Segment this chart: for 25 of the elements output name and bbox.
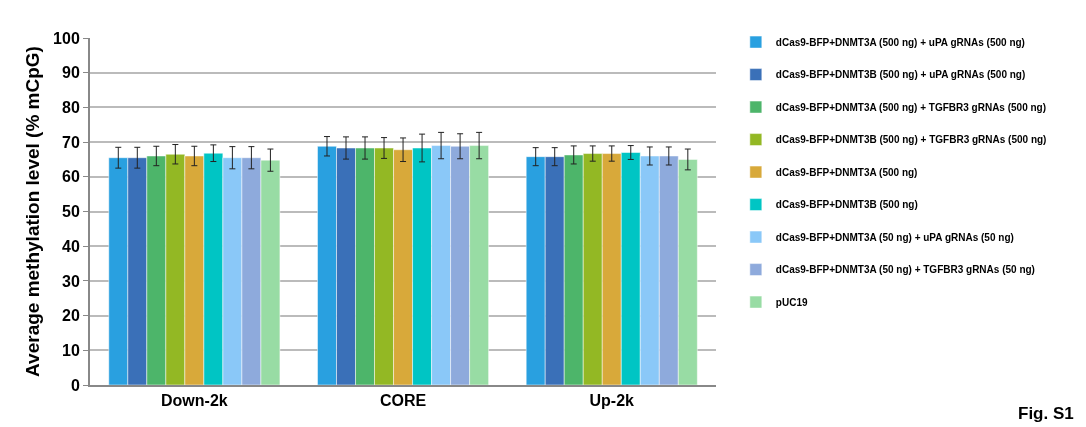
y-tick-label: 60 [62, 168, 80, 186]
caption: Fig. S1 [1018, 404, 1074, 423]
y-tick-label: 50 [62, 203, 80, 221]
x-tick-label: Down-2k [161, 392, 228, 410]
legend-label: dCas9-BFP+DNMT3A (500 ng) [775, 166, 918, 178]
legend-label: pUC19 [775, 296, 808, 308]
legend-label: dCas9-BFP+DNMT3B (500 ng) + uPA gRNAs (500 ng) [775, 69, 1026, 81]
legend-label: dCas9-BFP+DNMT3A (50 ng) + TGFBR3 gRNAs (50 ng) [775, 264, 1035, 276]
y-tick-label: 40 [62, 237, 80, 255]
y-tick-label: 80 [62, 99, 80, 116]
y-tick-label: 20 [62, 307, 80, 325]
y-tick-label: 70 [62, 133, 80, 151]
y-axis-title: Average methylation level (% mCpG) [22, 46, 44, 377]
y-tick-label: 30 [62, 272, 80, 290]
legend-label: dCas9-BFP+DNMT3B (500 ng) + TGFBR3 gRNAs (500 ng) [775, 134, 1047, 146]
legend-label: dCas9-BFP+DNMT3A (50 ng) + uPA gRNAs (50 ng) [775, 231, 1014, 243]
legend-label: dCas9-BFP+DNMT3B (500 ng) [775, 199, 918, 211]
legend-label: dCas9-BFP+DNMT3A (500 ng) + TGFBR3 gRNAs (500 ng) [775, 101, 1047, 113]
y-tick-label: 0 [70, 376, 80, 394]
x-tick-label: CORE [379, 392, 427, 410]
x-tick-label: Up-2k [589, 392, 635, 410]
y-tick-label: 10 [62, 341, 80, 359]
y-tick-label: 100 [53, 29, 80, 47]
y-tick-label: 90 [62, 64, 80, 82]
legend-label: dCas9-BFP+DNMT3A (500 ng) + uPA gRNAs (500 ng) [775, 36, 1025, 48]
